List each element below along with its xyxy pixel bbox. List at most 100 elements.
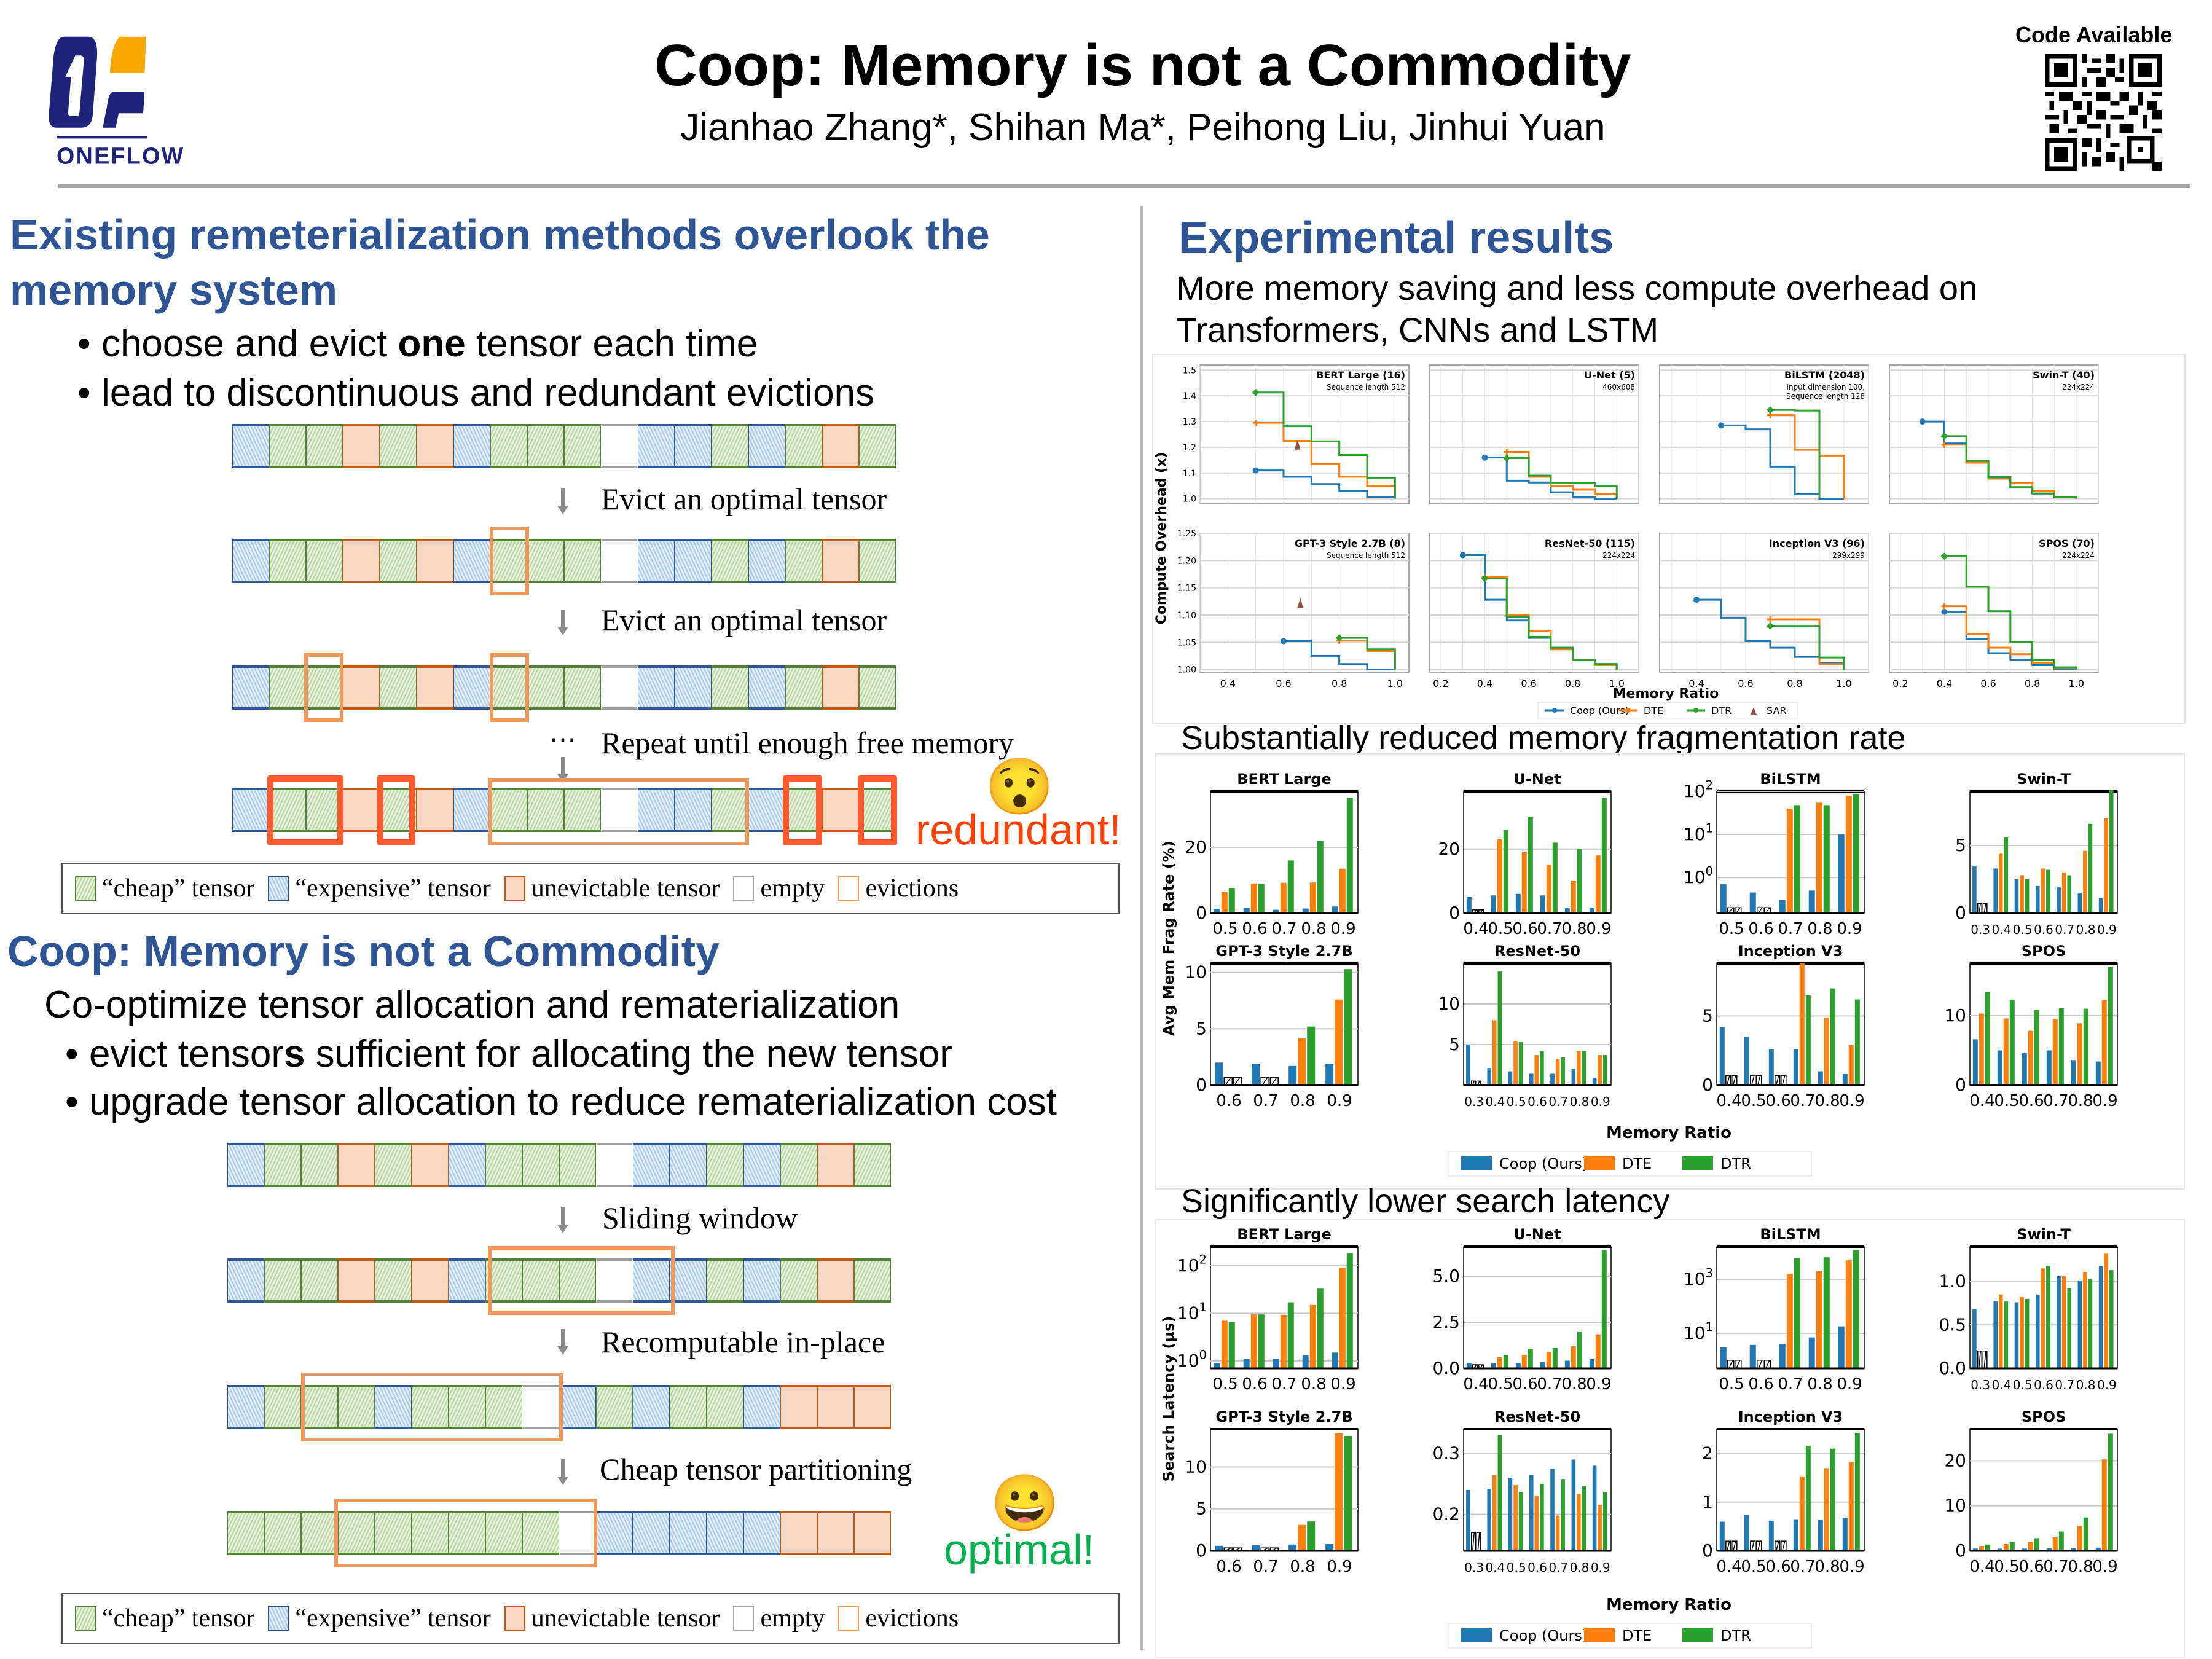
legend-swatch — [1682, 1628, 1713, 1642]
cheap-tensor-cell — [780, 1258, 817, 1303]
bar-coop — [1592, 1078, 1597, 1085]
overhead-panel: 1.0 1.1 1.2 1.3 1.4 1.5 BERT Large (16) Sequenc… — [1183, 364, 1410, 504]
axis-tick-label: 1.0 — [1609, 678, 1624, 689]
bar-dtr — [1577, 849, 1582, 913]
cheap-tensor-cell — [596, 1385, 633, 1429]
axis-tick-label: 0.8 — [2025, 678, 2040, 689]
hatch-mark — [1978, 1351, 1982, 1369]
cheap-tensor-cell — [375, 1258, 412, 1303]
bar-dtr — [1346, 798, 1353, 913]
x-tick-label: 0.4 — [1716, 1558, 1741, 1576]
bar-coop — [1529, 1475, 1534, 1551]
axis-tick-label: 1.10 — [1177, 611, 1196, 621]
bar-dtr — [1317, 1288, 1324, 1368]
bar-coop — [1838, 834, 1845, 913]
bar-dtr — [1830, 1448, 1835, 1551]
x-axis-label: Memory Ratio — [1606, 1596, 1732, 1614]
cheap-tensor-cell — [859, 424, 896, 468]
expensive-tensor-cell — [743, 1511, 780, 1555]
bar-dtr — [1805, 1445, 1811, 1551]
overhead-panel: U-Net (5) 460x608 — [1429, 364, 1639, 504]
bar-dtr — [2108, 967, 2113, 1085]
panel-frame — [1969, 963, 2118, 1086]
x-tick-label: 0.9 — [1837, 1375, 1862, 1394]
bar-dte — [2104, 818, 2108, 913]
qr-code-icon[interactable] — [2045, 54, 2162, 171]
bar-panel: SPOS 0 10 20 0.40.50.60.70.80.9 — [1944, 1408, 2118, 1576]
bar-coop — [1972, 1039, 1978, 1085]
x-tick-label: 0.3 — [1971, 922, 1990, 937]
bar-dte — [1513, 1041, 1518, 1085]
x-tick-label: 0.7 — [2055, 922, 2074, 937]
bar-coop — [1215, 1062, 1223, 1085]
data-point-marker — [1767, 622, 1774, 630]
axis-tick-label: 10 — [1185, 962, 1207, 982]
x-tick-label: 0.4 — [1992, 1378, 2012, 1392]
expensive-tensor-cell — [638, 788, 675, 832]
panel-title: GPT-3 Style 2.7B (8) — [1295, 538, 1405, 549]
axis-tick-label: 20 — [1944, 1450, 1966, 1470]
bar-coop — [1332, 906, 1338, 913]
cheap-tensor-cell — [564, 788, 601, 832]
bar-dtr — [1853, 794, 1859, 913]
x-tick-label: 0.5 — [1488, 1375, 1513, 1394]
x-tick-label: 0.7 — [1271, 920, 1296, 938]
hatch-mark — [1261, 1077, 1268, 1086]
panel-title: BERT Large — [1237, 771, 1332, 788]
bar-dtr — [1601, 1250, 1607, 1368]
unevictable-tensor-cell — [343, 539, 380, 583]
data-point-marker — [1252, 420, 1259, 426]
bar-dte — [1339, 1268, 1346, 1368]
expensive-tensor-cell — [596, 1511, 633, 1555]
bar-dtr — [2058, 1008, 2064, 1085]
bar-dte — [1534, 1495, 1539, 1551]
x-tick-label: 0.3 — [1464, 1560, 1484, 1575]
x-tick-label: 0.9 — [1839, 1558, 1864, 1576]
bar-coop — [1302, 908, 1309, 913]
bar-dte — [1534, 1055, 1539, 1085]
axis-tick-label: 1.25 — [1177, 529, 1196, 539]
expensive-tensor-cell — [633, 1385, 670, 1429]
x-tick-label: 0.5 — [2013, 1378, 2033, 1392]
expensive-tensor-cell — [670, 1258, 707, 1303]
bar-dte — [1799, 1476, 1805, 1551]
section1-title-line2: memory system — [10, 266, 338, 314]
cheap-tensor-cell — [854, 1258, 891, 1303]
unevictable-swatch-icon — [504, 876, 525, 901]
data-point-marker — [1281, 638, 1287, 645]
x-tick-label: 0.6 — [2034, 1378, 2053, 1392]
bar-dtr — [2088, 823, 2093, 913]
x-tick-label: 0.7 — [2055, 1378, 2074, 1392]
hatch-mark — [1234, 1077, 1241, 1086]
bar-dtr — [1602, 1492, 1607, 1551]
panel-title: BERT Large (16) — [1316, 369, 1405, 381]
panel-title: ResNet-50 (115) — [1545, 538, 1635, 549]
bar-dtr — [1601, 798, 1607, 913]
expensive-tensor-cell — [670, 1511, 707, 1555]
ellipsis: ⋯ — [549, 724, 576, 755]
bar-coop — [1332, 1352, 1338, 1368]
data-point-marker — [1693, 597, 1700, 603]
unevictable-tensor-cell — [780, 1385, 817, 1429]
bar-dtr — [1602, 1055, 1607, 1085]
bar-coop — [1768, 1049, 1774, 1085]
bar-dtr — [1985, 1544, 1990, 1551]
y-axis-label: Avg Mem Frag Rate (%) — [1160, 841, 1177, 1036]
axis-tick-label: 0.2 — [1892, 678, 1908, 689]
bar-dtr — [1823, 805, 1830, 913]
y-axis-label: Compute Overhead (x) — [1154, 452, 1169, 625]
series-line-dtr — [1770, 625, 1845, 670]
bar-dtr — [1794, 1258, 1800, 1368]
x-tick-label: 0.8 — [1807, 1375, 1832, 1394]
section1-bullet2: • lead to discontinuous and redundant ev… — [77, 372, 875, 414]
bar-dtr — [1561, 1479, 1565, 1551]
bar-coop — [2022, 1053, 2027, 1085]
bar-dtr — [2109, 790, 2114, 913]
cheap-tensor-cell — [564, 539, 601, 583]
panel-title: GPT-3 Style 2.7B — [1215, 1408, 1352, 1426]
expensive-tensor-cell — [375, 1385, 412, 1429]
bar-dte — [2003, 1544, 2009, 1551]
oneflow-logo: ONEFLOW — [49, 36, 183, 169]
bar-panel: Inception V3 0 1 2 0.40.50.60.70.80.9 — [1702, 1408, 1865, 1576]
unevictable-swatch-icon — [504, 1606, 525, 1631]
